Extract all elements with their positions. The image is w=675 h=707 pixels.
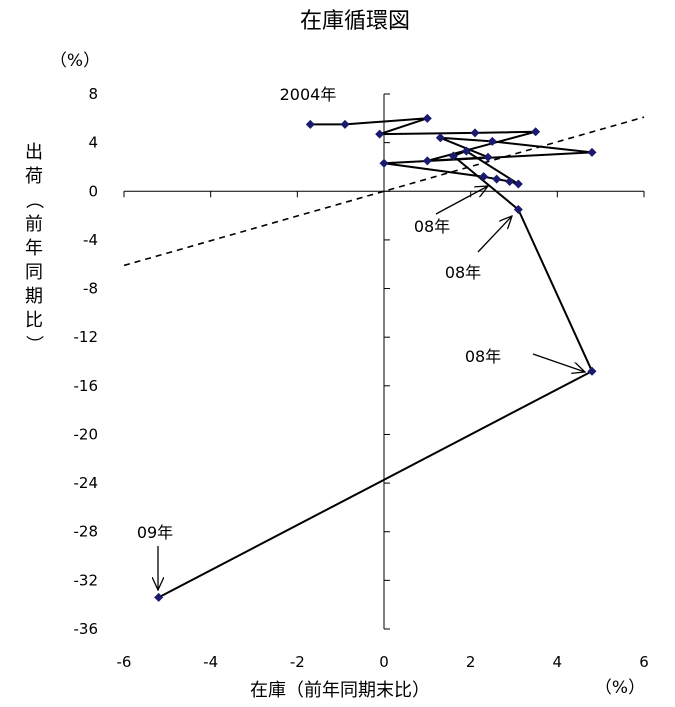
- reference-line-layer: [123, 116, 645, 267]
- y-tick-label: -28: [74, 523, 99, 541]
- x-tick-label: -4: [203, 653, 218, 671]
- y-tick-label: -32: [74, 571, 99, 589]
- y-axis-label-char: 荷: [25, 166, 43, 187]
- data-point: [154, 592, 164, 602]
- data-point: [448, 151, 458, 161]
- y-axis-label-char: （: [23, 191, 44, 209]
- data-point: [422, 113, 432, 123]
- y-tick-label: 4: [88, 134, 98, 152]
- data-point: [461, 146, 471, 156]
- data-point: [487, 136, 497, 146]
- data-point: [479, 172, 489, 182]
- annotation-arrow: [532, 353, 585, 372]
- y-tick-label: 0: [88, 182, 98, 200]
- annotation-arrow: [435, 186, 488, 215]
- annotation-label: 09年: [137, 523, 173, 542]
- y-tick-label: -12: [74, 328, 99, 346]
- y-axis-label-char: 前: [25, 214, 43, 235]
- chart-title: 在庫循環図: [300, 9, 410, 34]
- series-layer: [154, 113, 597, 602]
- annotations-layer: 2004年 08年 08年 08年 09年: [137, 85, 585, 590]
- y-axis-label-char: ）: [23, 335, 44, 353]
- data-point: [513, 205, 523, 215]
- data-point: [587, 366, 597, 376]
- series-line: [158, 117, 594, 599]
- x-axis-unit: （%）: [595, 678, 645, 698]
- data-point: [483, 152, 493, 162]
- x-axis-label: 在庫（前年同期末比）: [250, 680, 430, 701]
- y-axis-label-char: 比: [25, 310, 43, 331]
- data-point: [305, 119, 315, 129]
- annotation-arrow: [477, 216, 512, 253]
- data-point: [435, 133, 445, 143]
- data-point: [470, 128, 480, 138]
- data-point: [531, 127, 541, 137]
- data-point: [505, 177, 515, 187]
- data-point: [513, 179, 523, 189]
- x-tick-label: 2: [466, 653, 476, 671]
- x-tick-label: 6: [639, 653, 649, 671]
- annotation-label: 2004年: [280, 85, 337, 104]
- x-tick-label: -6: [117, 653, 132, 671]
- y-tick-label: -16: [74, 377, 99, 395]
- y-tick-label: 8: [88, 85, 98, 103]
- y-axis-unit: （%）: [50, 51, 100, 71]
- y-tick-label: -24: [74, 474, 99, 492]
- y-axis-label-char: 年: [25, 238, 43, 259]
- data-point: [379, 158, 389, 168]
- annotation-label: 08年: [445, 263, 481, 282]
- y-tick-label: -36: [74, 620, 99, 638]
- data-point: [375, 129, 385, 139]
- data-point: [587, 147, 597, 157]
- annotation-label: 08年: [465, 347, 501, 366]
- x-tick-label: 4: [553, 653, 563, 671]
- data-point: [492, 174, 502, 184]
- y-tick-label: -4: [83, 231, 98, 249]
- y-tick-label: -8: [83, 280, 98, 298]
- annotation-label: 08年: [414, 217, 450, 236]
- x-tick-label: -2: [290, 653, 305, 671]
- y-axis-label-char: 期: [25, 286, 43, 307]
- x-tick-label: 0: [379, 653, 389, 671]
- y-axis-label-char: 出: [25, 142, 43, 163]
- axes: [123, 93, 645, 630]
- y-tick-label: -20: [74, 425, 99, 443]
- y-axis-label-char: 同: [25, 262, 43, 283]
- data-point: [340, 119, 350, 129]
- data-point: [422, 156, 432, 166]
- reference-line: [123, 116, 645, 267]
